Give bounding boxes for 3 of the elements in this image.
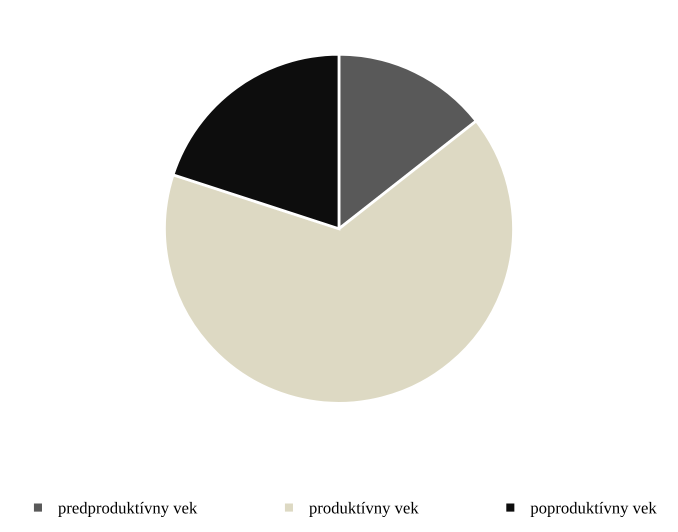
legend-label: produktívny vek — [309, 502, 419, 517]
legend-label: predproduktívny vek — [58, 502, 198, 517]
legend-label: poproduktívny vek — [530, 502, 657, 517]
